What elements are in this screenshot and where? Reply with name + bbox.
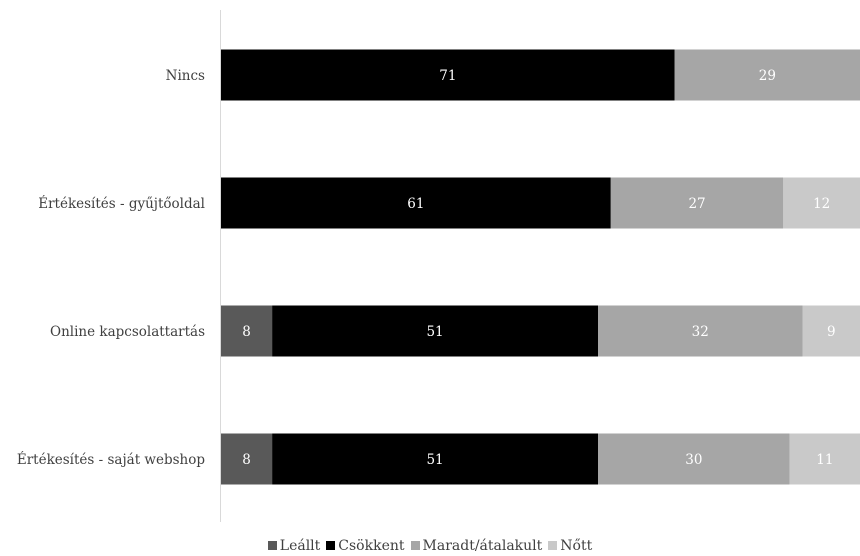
data-label-leallt-online-kapcsolattartas: 8 [242, 324, 251, 340]
data-label-csokkent-ertekesites-gyujtooldal: 61 [407, 196, 424, 212]
legend-item-leallt: Leállt [267, 538, 321, 554]
category-label-ertekesites-gyujtooldal: Értékesítés - gyűjtőoldal [38, 196, 205, 212]
data-label-nott-online-kapcsolattartas: 9 [827, 324, 836, 340]
bar-nott-online-kapcsolattartas [802, 305, 860, 357]
category-labels: Nincs Értékesítés - gyűjtőoldal Online kap… [17, 68, 205, 468]
data-label-csokkent-online-kapcsolattartas: 51 [426, 324, 443, 340]
data-label-maradt-atalakult-nincs: 29 [759, 68, 776, 84]
legend-label-nott: Nőtt [560, 538, 593, 554]
bar-maradt-atalakult-ertekesites-gyujtooldal [610, 177, 784, 229]
data-label-nott-ertekesites-gyujtooldal: 12 [813, 196, 830, 212]
data-label-leallt-ertekesites-sajat-webshop: 8 [242, 452, 251, 468]
bar-segments: 71 29 61 27 12 8 51 32 9 8 51 30 11 [221, 49, 860, 485]
legend-label-csokkent: Csökkent [338, 538, 405, 554]
legend-item-nott: Nőtt [548, 538, 592, 554]
data-label-maradt-atalakult-online-kapcsolattartas: 32 [692, 324, 709, 340]
category-label-online-kapcsolattartas: Online kapcsolattartás [50, 324, 205, 340]
bar-maradt-atalakult-nincs [674, 49, 860, 101]
bar-csokkent-ertekesites-gyujtooldal [221, 177, 611, 229]
data-label-csokkent-ertekesites-sajat-webshop: 51 [426, 452, 443, 468]
bar-leallt-online-kapcsolattartas [221, 305, 273, 357]
legend-label-maradt-atalakult: Maradt/átalakult [422, 538, 543, 554]
bar-nott-ertekesites-sajat-webshop [789, 433, 860, 485]
data-label-csokkent-nincs: 71 [439, 68, 456, 84]
stacked-bar-chart: 71 29 61 27 12 8 51 32 9 8 51 30 11 Nincs Értékesítés… [17, 10, 860, 522]
category-label-nincs: Nincs [166, 68, 205, 84]
category-label-ertekesites-sajat-webshop: Értékesítés - saját webshop [17, 452, 205, 468]
bar-csokkent-online-kapcsolattartas [272, 305, 599, 357]
legend-swatch-csokkent [326, 541, 336, 550]
legend-swatch-maradt-atalakult [410, 541, 420, 550]
bar-leallt-ertekesites-sajat-webshop [221, 433, 273, 485]
bar-csokkent-nincs [221, 49, 675, 101]
bar-maradt-atalakult-online-kapcsolattartas [598, 305, 803, 357]
data-label-nott-ertekesites-sajat-webshop: 11 [816, 452, 833, 468]
legend-label-leallt: Leállt [279, 538, 321, 554]
data-label-maradt-atalakult-ertekesites-sajat-webshop: 30 [685, 452, 702, 468]
data-label-maradt-atalakult-ertekesites-gyujtooldal: 27 [688, 196, 705, 212]
legend-item-maradt-atalakult: Maradt/átalakult [410, 538, 543, 554]
chart-legend: Leállt Csökkent Maradt/átalakult Nőtt [0, 538, 860, 554]
legend-swatch-nott [548, 541, 558, 550]
bar-maradt-atalakult-ertekesites-sajat-webshop [598, 433, 790, 485]
legend-swatch-leallt [267, 541, 277, 550]
bar-nott-ertekesites-gyujtooldal [783, 177, 860, 229]
bar-csokkent-ertekesites-sajat-webshop [272, 433, 599, 485]
legend-item-csokkent: Csökkent [326, 538, 405, 554]
